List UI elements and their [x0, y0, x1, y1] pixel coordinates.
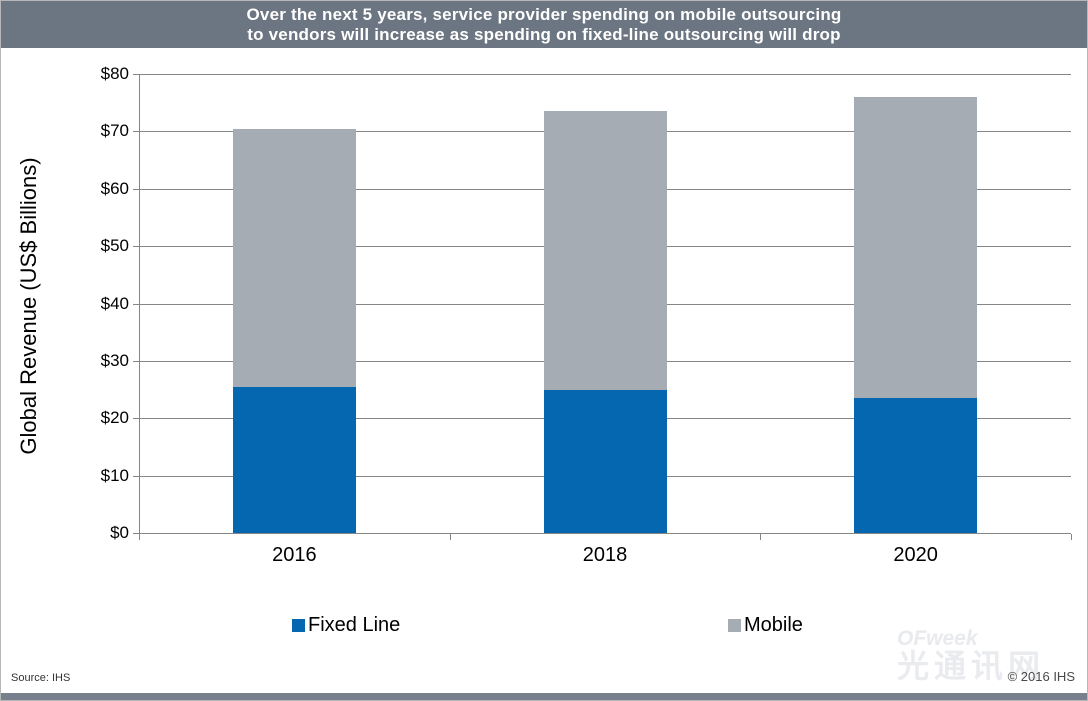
y-axis-tick-10 — [133, 475, 139, 477]
y-axis-tick-0 — [133, 533, 139, 534]
legend-label-mobile: Mobile — [744, 613, 803, 636]
legend-item-fixed-line: Fixed Line — [292, 614, 400, 636]
watermark-brand-text: OFweek — [897, 627, 978, 650]
y-axis-tick-70 — [133, 131, 139, 133]
x-category-label-2016: 2016 — [272, 544, 317, 566]
source-note: Source: IHS — [11, 672, 71, 684]
bar-segment-mobile-2018 — [543, 111, 667, 390]
y-tick-label-60: $60 — [100, 178, 129, 198]
footer-strip — [1, 693, 1087, 700]
legend-swatch-mobile — [728, 618, 741, 632]
bar-segment-mobile-2016 — [232, 128, 356, 387]
x-axis-tick-0 — [139, 534, 140, 540]
y-axis-tick-20 — [133, 418, 139, 420]
y-tick-label-40: $40 — [100, 293, 129, 313]
y-tick-label-20: $20 — [100, 408, 129, 428]
y-axis-tick-60 — [133, 188, 139, 190]
bar-segment-mobile-2020 — [854, 96, 978, 399]
y-axis-tick-30 — [133, 360, 139, 362]
bar-segment-fixed-line-2020 — [854, 398, 978, 533]
gridline-0 — [139, 533, 1071, 534]
y-tick-label-70: $70 — [100, 121, 129, 141]
bar-segment-fixed-line-2018 — [543, 389, 667, 533]
legend-label-fixed-line: Fixed Line — [308, 613, 401, 636]
y-tick-label-30: $30 — [100, 350, 129, 370]
y-axis-tick-50 — [133, 246, 139, 248]
y-tick-label-0: $0 — [110, 523, 129, 542]
y-tick-label-80: $80 — [100, 64, 129, 83]
y-axis-title: Global Revenue (US$ Billions) — [16, 157, 41, 455]
legend-item-mobile: Mobile — [728, 614, 803, 636]
chart-title-banner: Over the next 5 years, service provider … — [1, 1, 1087, 48]
x-axis-tick-3 — [1071, 534, 1072, 540]
x-category-label-2018: 2018 — [582, 544, 628, 566]
bar-segment-fixed-line-2016 — [232, 386, 356, 533]
copyright-note: © 2016 IHS — [1007, 669, 1075, 684]
gridline-80 — [139, 74, 1071, 75]
chart-title-line-2: to vendors will increase as spending on … — [247, 25, 841, 44]
y-axis-tick-40 — [133, 303, 139, 305]
x-axis-tick-1 — [449, 534, 451, 540]
y-axis-tick-80 — [133, 74, 139, 75]
y-axis-line — [139, 74, 140, 534]
x-axis-tick-2 — [760, 534, 762, 540]
chart-title-line-1: Over the next 5 years, service provider … — [246, 5, 842, 24]
x-category-label-2020: 2020 — [893, 544, 938, 566]
y-tick-label-50: $50 — [100, 236, 129, 256]
y-tick-label-10: $10 — [100, 465, 129, 485]
legend-swatch-fixed-line — [292, 618, 305, 632]
